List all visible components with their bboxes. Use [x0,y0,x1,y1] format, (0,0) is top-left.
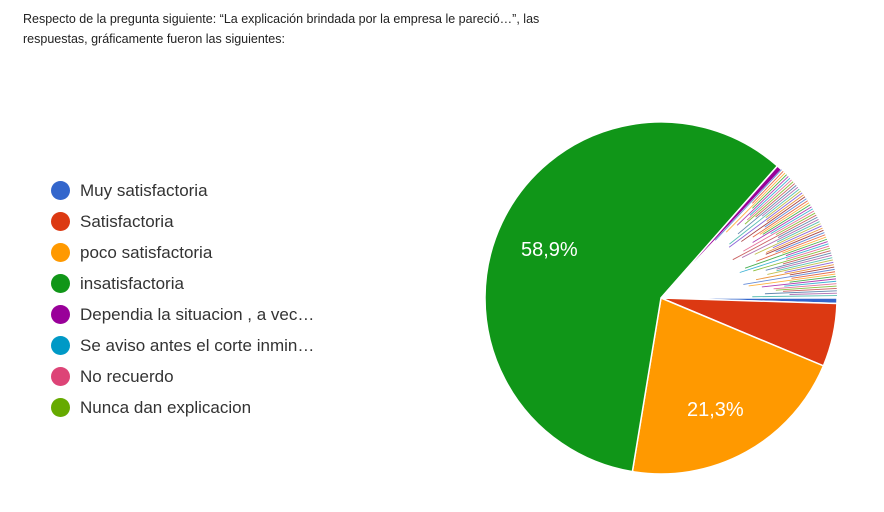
legend-item[interactable]: poco satisfactoria [51,237,314,268]
pie-slice-small [765,229,824,255]
legend-item[interactable]: Nunca dan explicacion [51,392,314,423]
pie-slice-small [775,212,816,236]
legend-label: poco satisfactoria [80,242,213,262]
pie-slice-small [737,185,797,235]
pie-slice-small [732,214,817,261]
legend-swatch-icon [51,181,70,200]
legend-swatch-icon [51,398,70,417]
pie-slice-small [785,241,828,257]
pie-slice-small [748,273,836,287]
pie-slice-small [749,177,791,216]
legend-item[interactable]: Muy satisfactoria [51,175,314,206]
pie-slice-small [782,250,831,265]
pie-slice-small [744,181,794,225]
intro-line-2: respuestas, gráficamente fueron las sigu… [23,32,285,46]
legend-swatch-icon [51,305,70,324]
pie-slice-small [739,243,829,273]
legend-label: insatisfactoria [80,273,184,293]
legend-item[interactable]: insatisfactoria [51,268,314,299]
pie-slice-small [746,179,792,221]
legend-label: No recuerdo [80,366,174,386]
pie-slice-small [789,266,835,276]
pie-slice-small [752,171,784,204]
pie-slice-small [736,176,789,226]
pie-slice-small [755,183,796,218]
pie-slice-small [743,268,835,285]
pie-slice-poco-satisfactoria[interactable] [631,296,825,475]
pie-slice-small [765,227,823,253]
pie-slice-small [755,264,834,281]
pie-slice-small [764,198,807,228]
pie-slice-small [767,259,833,275]
pie-slice-small [777,216,818,238]
pie-slice-small [728,192,803,248]
pie-slice-small [752,295,837,298]
pie-slice-small [743,210,815,252]
slice-label-insatisfactoria: 58,9% [521,239,578,261]
legend-item[interactable]: Se aviso antes el corte inmin… [51,330,314,361]
pie-slice-small [789,276,836,283]
pie-slice-small [754,223,821,255]
pie-slice-insatisfactoria[interactable] [484,121,779,473]
legend-label: Dependia la situacion , a vec… [80,304,315,324]
pie-slice-small [752,200,808,238]
pie-slice-small [714,169,782,241]
legend-item[interactable]: No recuerdo [51,361,314,392]
pie-slice-small [776,221,820,243]
pie-slice-small [772,225,822,249]
pie-slice-small [729,188,800,245]
pie-slice-small [766,194,804,222]
chart-legend: Muy satisfactoria Satisfactoria poco satis… [51,175,314,423]
pie-slice-small [776,254,832,270]
pie-slice-small [744,238,828,269]
pie-slice-small [741,219,819,258]
intro-text: Respecto de la pregunta siguiente: “La e… [23,9,663,49]
legend-swatch-icon [51,243,70,262]
legend-swatch-icon [51,367,70,386]
legend-item[interactable]: Satisfactoria [51,206,314,237]
pie-slice-small [756,234,826,262]
pie-slice-small [789,292,837,295]
legend-swatch-icon [51,274,70,293]
legend-swatch-icon [51,212,70,231]
pie-slice-small [752,174,787,209]
pie-slice-small [791,271,836,279]
pie-slice-small [741,196,806,242]
pie-slice-small [784,280,837,287]
pie-slice-small [786,245,830,260]
pie-slice-small [773,283,837,290]
legend-label: Nunca dan explicacion [80,397,252,417]
pie-slice-small [783,287,837,292]
pie-slice-small [776,257,833,272]
legend-label: Se aviso antes el corte inmin… [80,335,315,355]
pie-slice-small [765,190,802,219]
pie-slice-small [784,261,834,273]
pie-slice-small [775,232,825,253]
pie-slice-small [765,252,832,271]
pie-slice-small [759,202,810,235]
pie-slice-small [764,290,837,295]
legend-label: Muy satisfactoria [80,180,208,200]
legend-swatch-icon [51,336,70,355]
pie-slice-small [753,247,830,272]
pie-slice-small [725,172,786,233]
pie-slice-small [775,285,837,291]
slice-label-poco-satisfactoria: 21,3% [687,399,744,421]
pie-slice-small [752,206,812,243]
pie-slice-small [770,208,813,234]
intro-line-1: Respecto de la pregunta siguiente: “La e… [23,12,540,26]
legend-label: Satisfactoria [80,211,174,231]
pie-slice-small [761,278,837,288]
pie-slice-small [782,236,827,254]
pie-slice-small [762,204,811,235]
legend-item[interactable]: Dependia la situacion , a vec… [51,299,314,330]
pie-slice-small [761,186,799,217]
